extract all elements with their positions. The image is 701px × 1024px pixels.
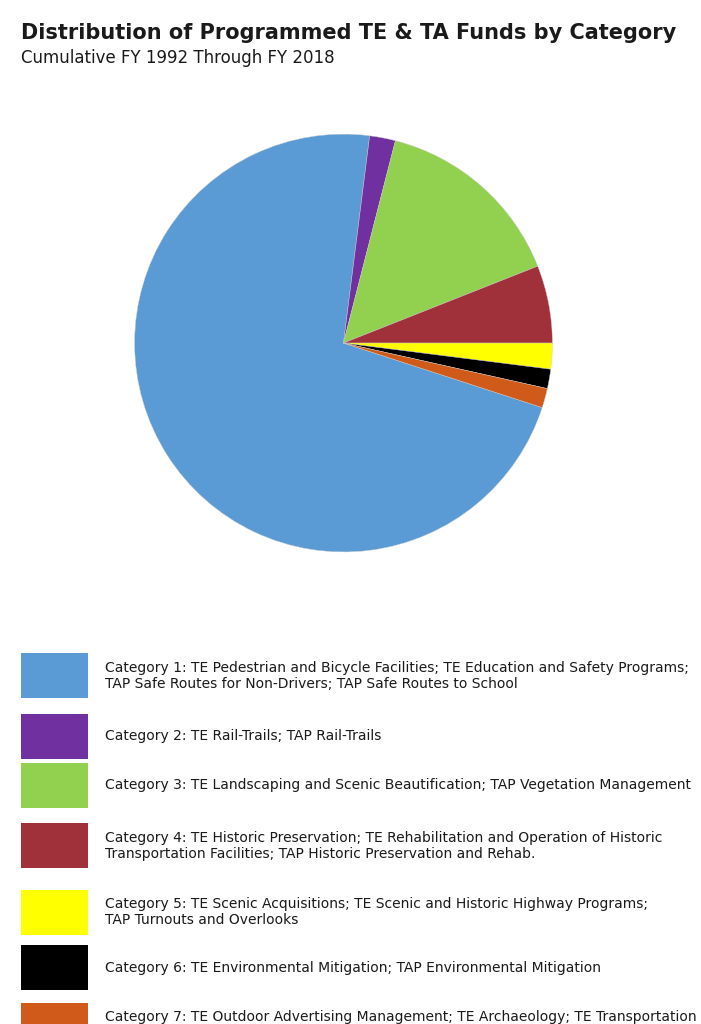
Wedge shape [343,343,551,389]
Wedge shape [135,134,542,552]
Text: Category 6: TE Environmental Mitigation; TAP Environmental Mitigation: Category 6: TE Environmental Mitigation;… [105,961,601,975]
Wedge shape [343,266,552,343]
Text: Category 7: TE Outdoor Advertising Management; TE Archaeology; TE Transportation: Category 7: TE Outdoor Advertising Manag… [105,1011,697,1024]
Text: Cumulative FY 1992 Through FY 2018: Cumulative FY 1992 Through FY 2018 [21,49,334,68]
Wedge shape [343,343,547,408]
FancyBboxPatch shape [14,759,94,812]
Wedge shape [343,136,395,343]
FancyBboxPatch shape [14,886,94,939]
Text: Category 5: TE Scenic Acquisitions; TE Scenic and Historic Highway Programs;
TAP: Category 5: TE Scenic Acquisitions; TE S… [105,897,648,928]
FancyBboxPatch shape [14,941,94,994]
Text: Category 2: TE Rail-Trails; TAP Rail-Trails: Category 2: TE Rail-Trails; TAP Rail-Tra… [105,729,381,743]
Wedge shape [343,140,538,343]
FancyBboxPatch shape [14,998,94,1024]
Text: Distribution of Programmed TE & TA Funds by Category: Distribution of Programmed TE & TA Funds… [21,23,676,43]
Text: Category 3: TE Landscaping and Scenic Beautification; TAP Vegetation Management: Category 3: TE Landscaping and Scenic Be… [105,778,691,793]
FancyBboxPatch shape [14,819,94,872]
FancyBboxPatch shape [14,710,94,763]
FancyBboxPatch shape [14,649,94,702]
Wedge shape [343,343,552,370]
Text: Category 1: TE Pedestrian and Bicycle Facilities; TE Education and Safety Progra: Category 1: TE Pedestrian and Bicycle Fa… [105,660,689,691]
Text: Category 4: TE Historic Preservation; TE Rehabilitation and Operation of Histori: Category 4: TE Historic Preservation; TE… [105,830,662,861]
